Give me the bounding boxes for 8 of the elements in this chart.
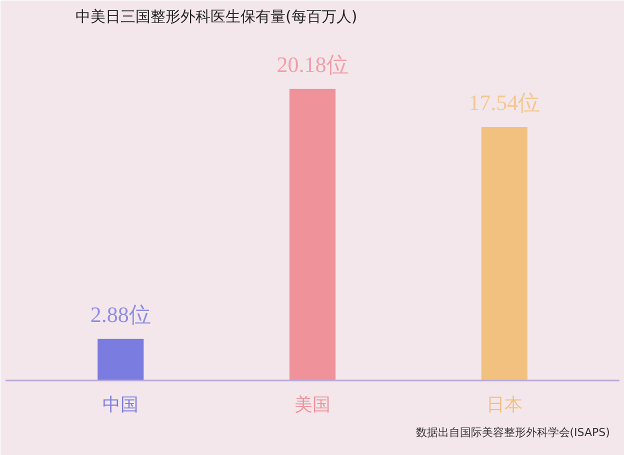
- data-label: 17.54位: [468, 90, 540, 115]
- x-tick-label: 中国: [102, 394, 139, 414]
- data-label: 2.88位: [90, 302, 151, 327]
- chart-title: 中美日三国整形外科医生保有量(每百万人): [76, 8, 358, 26]
- data-label: 20.18位: [276, 52, 348, 77]
- x-tick-label: 日本: [486, 394, 522, 414]
- x-tick-label: 美国: [294, 394, 330, 414]
- text: 数据出自国际美容整形外科学会(ISAPS): [416, 426, 610, 439]
